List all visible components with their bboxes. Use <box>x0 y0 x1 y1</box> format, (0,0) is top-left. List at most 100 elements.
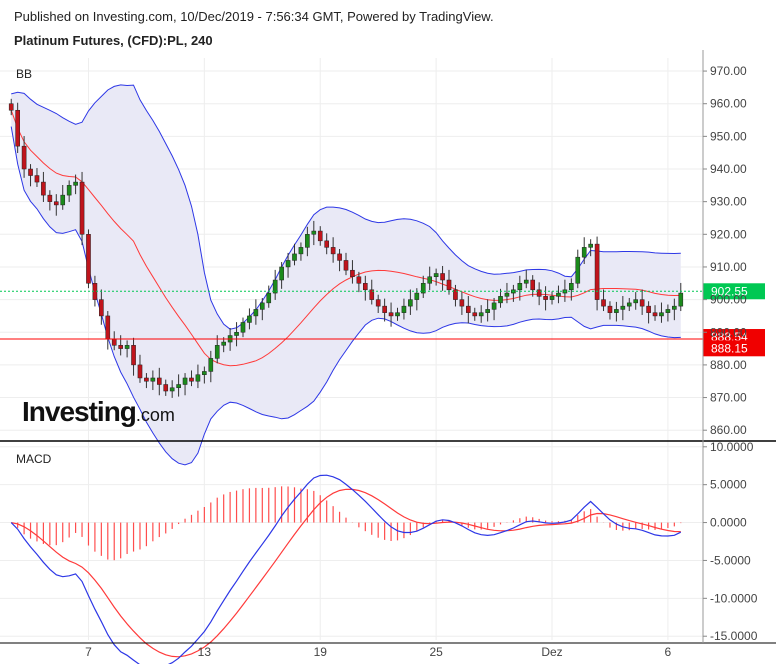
x-tick-label: 25 <box>429 645 443 659</box>
candle-body <box>626 302 632 307</box>
candle-body <box>633 299 639 304</box>
candle-body <box>556 292 561 297</box>
candle-body <box>118 345 123 349</box>
candle-body <box>350 269 355 278</box>
candle-body <box>453 289 458 300</box>
candle-body <box>156 377 162 385</box>
candle-body <box>266 292 272 304</box>
price-tick-label: 860.00 <box>710 423 747 437</box>
candle-body <box>305 234 310 248</box>
price-tick-label: 930.00 <box>710 195 747 209</box>
candle-body <box>363 283 368 291</box>
macd-tick-label: -5.0000 <box>710 553 751 567</box>
candle-body <box>337 253 342 261</box>
price-tick-label: 870.00 <box>710 391 747 405</box>
candle-body <box>382 305 387 313</box>
candle-body <box>330 247 336 255</box>
price-tick-label: 960.00 <box>710 97 747 111</box>
candle-body <box>678 292 684 307</box>
candle-body <box>594 243 600 300</box>
candle-body <box>234 332 239 336</box>
candle-body <box>53 201 59 206</box>
candle-body <box>343 260 349 271</box>
candle-body <box>446 279 452 291</box>
candle-body <box>530 279 536 291</box>
candle-body <box>99 299 104 317</box>
candle-body <box>105 315 111 340</box>
candle-body <box>214 345 220 359</box>
candle-body <box>208 358 214 372</box>
candle-body <box>672 305 677 310</box>
candle-body <box>60 194 66 206</box>
candle-body <box>298 247 304 255</box>
price-tick-label: 890.00 <box>710 325 747 339</box>
candle-body <box>478 312 484 317</box>
macd-tick-label: 10.0000 <box>710 440 754 454</box>
macd-line <box>10 474 682 664</box>
candle-body <box>272 279 278 294</box>
candle-body <box>543 296 548 300</box>
candle-body <box>253 309 259 317</box>
candle-body <box>202 371 207 375</box>
candle-body <box>601 299 606 307</box>
candle-body <box>144 377 149 382</box>
candle-body <box>504 292 510 297</box>
candle-body <box>517 283 523 291</box>
level-tag <box>703 340 765 357</box>
candle-body <box>356 276 362 284</box>
candle-body <box>375 299 381 307</box>
investing-logo: Investing.com <box>22 396 175 427</box>
macd-signal-line <box>11 488 681 658</box>
candle-body <box>47 194 53 202</box>
candle-body <box>395 312 400 317</box>
candle-body <box>575 256 581 284</box>
candle-body <box>169 387 175 392</box>
candle-body <box>388 312 394 317</box>
candle-body <box>124 345 130 349</box>
candle-body <box>8 103 14 111</box>
candle-body <box>176 384 181 389</box>
candle-body <box>581 247 587 258</box>
axes: 970.00 960.00 950.00 940.00 930.00 920.00 910.… <box>0 50 776 659</box>
candle-body <box>369 289 375 300</box>
candle-body <box>79 181 85 235</box>
candle-body <box>569 283 574 291</box>
candle-body <box>131 345 136 366</box>
candle-body <box>607 305 613 313</box>
candle-body <box>182 377 188 385</box>
candle-body <box>240 322 246 333</box>
price-tick-label: 970.00 <box>710 64 747 78</box>
candle-body <box>34 175 40 183</box>
candle-body <box>401 305 407 313</box>
price-tick-label: 940.00 <box>710 162 747 176</box>
candle-body <box>28 168 33 176</box>
macd-panel-label: MACD <box>16 452 52 466</box>
candle-body <box>427 276 433 284</box>
x-tick-label: Dez <box>541 645 562 659</box>
published-caption: Published on Investing.com, 10/Dec/2019 … <box>14 9 494 24</box>
candle-body <box>311 230 317 235</box>
instrument-title: Platinum Futures, (CFD):PL, 240 <box>14 33 213 48</box>
macd-panel <box>10 474 682 664</box>
candle-body <box>536 289 542 297</box>
candle-body <box>189 377 194 382</box>
candle-body <box>485 309 490 313</box>
candle-body <box>440 273 445 281</box>
price-tick-label: 920.00 <box>710 227 747 241</box>
candle-body <box>652 312 658 317</box>
candle-body <box>433 273 439 278</box>
candle-body <box>259 302 265 310</box>
candle-body <box>620 305 626 310</box>
x-tick-label: 13 <box>198 645 212 659</box>
candle-body <box>639 299 645 307</box>
bb-basis <box>10 110 681 367</box>
candle-body <box>86 234 91 284</box>
candle-body <box>41 181 46 196</box>
macd-tick-label: -15.0000 <box>710 629 758 643</box>
candle-body <box>523 279 529 284</box>
candle-body <box>646 305 651 313</box>
level-label: 888.15 <box>711 341 748 355</box>
bb-upper <box>11 84 681 330</box>
